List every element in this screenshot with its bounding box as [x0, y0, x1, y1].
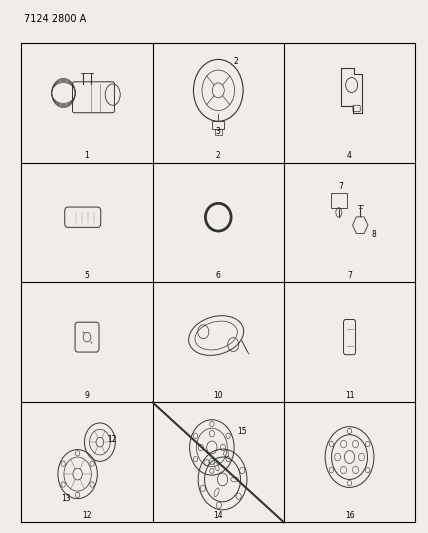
Text: 7: 7 [347, 271, 352, 280]
Text: 3: 3 [216, 127, 221, 136]
Text: 6: 6 [216, 271, 221, 280]
Text: 2: 2 [234, 56, 239, 66]
Text: 5: 5 [85, 271, 89, 280]
Text: 15: 15 [237, 427, 247, 436]
Text: 13: 13 [62, 494, 71, 503]
Text: 2: 2 [216, 151, 221, 160]
Bar [331, 192, 347, 207]
Text: 16: 16 [345, 511, 354, 520]
Bar [212, 120, 224, 128]
Text: 14: 14 [214, 511, 223, 520]
Bar [215, 128, 222, 135]
Text: 11: 11 [345, 391, 354, 400]
Text: 10: 10 [214, 391, 223, 400]
Text: 4: 4 [347, 151, 352, 160]
Text: 8: 8 [372, 230, 377, 239]
Text: 9: 9 [85, 391, 89, 400]
Text: 7: 7 [339, 182, 343, 191]
Text: 1: 1 [85, 151, 89, 160]
Text: 12: 12 [82, 511, 92, 520]
Text: 12: 12 [107, 435, 116, 445]
Text: 7124 2800 A: 7124 2800 A [24, 14, 86, 23]
